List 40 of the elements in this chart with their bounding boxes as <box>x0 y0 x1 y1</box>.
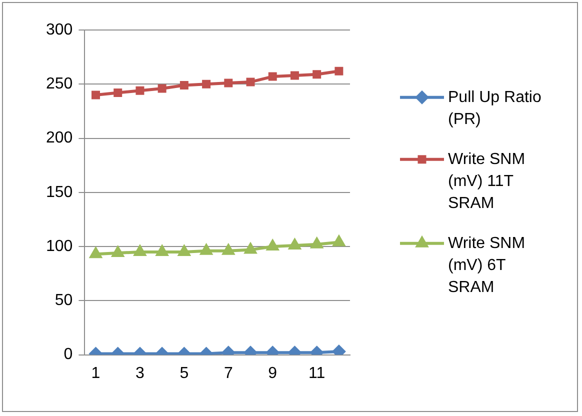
point <box>288 237 302 250</box>
point <box>310 236 324 248</box>
point <box>133 244 147 256</box>
y-tick-label: 150 <box>46 184 73 201</box>
y-tick-label: 200 <box>46 130 73 147</box>
legend-label: Write SNM (mV) 6T SRAM <box>448 234 526 296</box>
x-tick-label: 1 <box>91 364 100 382</box>
y-tick-label: 0 <box>64 346 73 364</box>
point <box>199 242 214 255</box>
point <box>268 72 277 81</box>
point <box>177 244 192 256</box>
point <box>158 84 166 93</box>
point <box>312 70 322 79</box>
point <box>136 86 144 95</box>
point <box>290 71 299 80</box>
point <box>221 242 236 255</box>
point <box>224 78 233 88</box>
point <box>334 66 344 76</box>
point <box>114 88 122 98</box>
y-tick-label: 300 <box>46 21 73 38</box>
point <box>155 244 170 256</box>
x-tick-label: 11 <box>308 364 326 382</box>
x-tick-label: 3 <box>136 364 145 382</box>
legend-label: Pull Up Ratio (PR) <box>448 88 542 128</box>
y-tick-label: 50 <box>54 292 73 310</box>
legend-label: Write SNM (mV) 11T SRAM <box>448 150 526 212</box>
x-tick-label: 9 <box>268 364 278 382</box>
point <box>202 80 211 88</box>
point <box>92 90 100 100</box>
point <box>88 246 103 258</box>
point <box>332 234 346 246</box>
x-tick-label: 7 <box>224 364 233 382</box>
point <box>266 238 280 251</box>
point <box>110 245 125 258</box>
x-tick-label: 5 <box>180 364 189 382</box>
point <box>180 80 188 90</box>
y-tick-label: 250 <box>46 76 73 93</box>
point <box>244 242 258 254</box>
y-tick-label: 100 <box>46 238 73 255</box>
point <box>246 78 255 86</box>
